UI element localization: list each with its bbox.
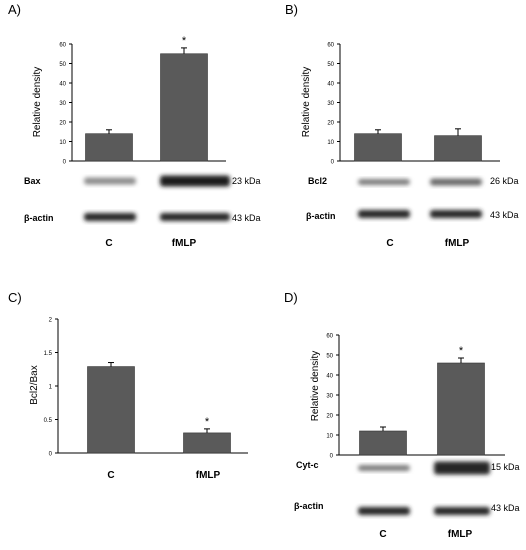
y-tick-label: 30 (327, 101, 334, 107)
panel-a-ylabel: Relative density (32, 67, 43, 138)
panel-b-blot-1-kda: 43 kDa (490, 210, 519, 220)
y-tick-label: 20 (59, 121, 66, 127)
bar-fMLP (160, 53, 208, 162)
bar-fMLP (183, 432, 231, 454)
panel-0-plot: 0 10 20 30 40 50 60 * (59, 35, 230, 221)
y-tick-label: 0 (49, 452, 53, 458)
y-tick-label: 2 (49, 318, 53, 324)
panel-c: C) Bcl2/Bax C fMLP (8, 290, 221, 481)
y-tick-label: 60 (327, 43, 334, 49)
y-tick-label: 60 (326, 334, 333, 340)
y-tick-label: 0 (63, 160, 67, 166)
y-tick-label: 50 (59, 62, 66, 68)
y-tick-label: 1.5 (44, 351, 53, 357)
panel-d-ylabel: Relative density (310, 351, 321, 422)
y-tick-label: 50 (326, 354, 333, 360)
blot-band-Cyt-c-C (358, 465, 410, 471)
panel-a-xtick-0: C (105, 238, 112, 249)
panel-3-plot: 0 10 20 30 40 50 60 * (326, 334, 505, 515)
panel-c-ylabel: Bcl2/Bax (29, 365, 40, 404)
panel-b: B) Relative density C fMLP Bcl2 26 kDa β… (285, 2, 519, 249)
y-tick-label: 1 (49, 385, 53, 391)
blot-band-Bcl2-fMLP (430, 178, 482, 186)
blot-band-β-actin-C (358, 210, 410, 218)
panel-d-xtick-1: fMLP (448, 529, 473, 540)
panel-d-blot-0-label: Cyt-c (296, 460, 319, 470)
y-tick-label: 40 (326, 374, 333, 380)
panel-a-label: A) (8, 2, 21, 17)
y-tick-label: 0.5 (44, 418, 53, 424)
panel-a-blot-0-kda: 23 kDa (232, 176, 261, 186)
y-tick-label: 20 (327, 121, 334, 127)
panel-a: A) Relative density C fMLP Bax 23 kDa β-… (8, 2, 261, 249)
y-tick-label: 0 (331, 160, 335, 166)
panel-a-blot-0-label: Bax (24, 176, 41, 186)
panel-2-plot: 0 0.5 1 1.5 2 * (44, 318, 248, 458)
y-tick-label: 10 (326, 434, 333, 440)
panel-a-blot-1-kda: 43 kDa (232, 213, 261, 223)
panel-d-blot-1-kda: 43 kDa (491, 503, 520, 513)
chart-marks: 0 10 20 30 40 50 60 * 0 10 20 30 40 50 60 0 0.5 1 1.5 2 * 0 10… (44, 35, 505, 515)
y-tick-label: 40 (327, 82, 334, 88)
blot-band-β-actin-fMLP (434, 507, 490, 515)
y-tick-label: 60 (59, 43, 66, 49)
panel-d-xtick-0: C (379, 529, 386, 540)
panel-1-plot: 0 10 20 30 40 50 60 (327, 43, 500, 218)
bar-fMLP (434, 135, 482, 162)
panel-b-blot-1-label: β-actin (306, 211, 336, 221)
panel-b-blot-0-label: Bcl2 (308, 176, 327, 186)
panel-c-xtick-1: fMLP (196, 470, 221, 481)
bar-fMLP (437, 362, 485, 456)
blot-band-β-actin-fMLP (160, 213, 230, 221)
y-tick-label: 30 (326, 394, 333, 400)
blot-band-Cyt-c-fMLP (434, 461, 490, 475)
bar-C (87, 366, 135, 454)
blot-band-Bax-C (84, 177, 136, 185)
blot-band-Bcl2-C (358, 179, 410, 185)
y-tick-label: 20 (326, 414, 333, 420)
significance-marker: * (182, 35, 187, 47)
blot-band-β-actin-C (358, 507, 410, 515)
panel-b-xtick-1: fMLP (445, 238, 470, 249)
y-tick-label: 10 (59, 140, 66, 146)
panel-b-label: B) (285, 2, 298, 17)
y-tick-label: 10 (327, 140, 334, 146)
bar-C (359, 430, 407, 456)
y-tick-label: 40 (59, 82, 66, 88)
significance-marker: * (459, 345, 464, 357)
panel-c-label: C) (8, 290, 22, 305)
bar-C (85, 133, 133, 162)
panel-b-blot-0-kda: 26 kDa (490, 176, 519, 186)
panel-d: D) Relative density C fMLP Cyt-c 15 kDa … (284, 290, 520, 540)
blot-band-β-actin-C (84, 213, 136, 221)
significance-marker: * (205, 416, 210, 428)
panel-d-label: D) (284, 290, 298, 305)
panel-c-xtick-0: C (107, 470, 114, 481)
panel-b-ylabel: Relative density (301, 67, 312, 138)
y-tick-label: 30 (59, 101, 66, 107)
y-tick-label: 50 (327, 62, 334, 68)
blot-band-β-actin-fMLP (430, 210, 482, 218)
panel-a-xtick-1: fMLP (172, 238, 197, 249)
panel-d-blot-1-label: β-actin (294, 501, 324, 511)
y-tick-label: 0 (330, 454, 334, 460)
panel-b-xtick-0: C (386, 238, 393, 249)
blot-band-Bax-fMLP (160, 175, 230, 187)
bar-C (354, 133, 402, 162)
panel-a-blot-1-label: β-actin (24, 213, 54, 223)
panel-d-blot-0-kda: 15 kDa (491, 462, 520, 472)
